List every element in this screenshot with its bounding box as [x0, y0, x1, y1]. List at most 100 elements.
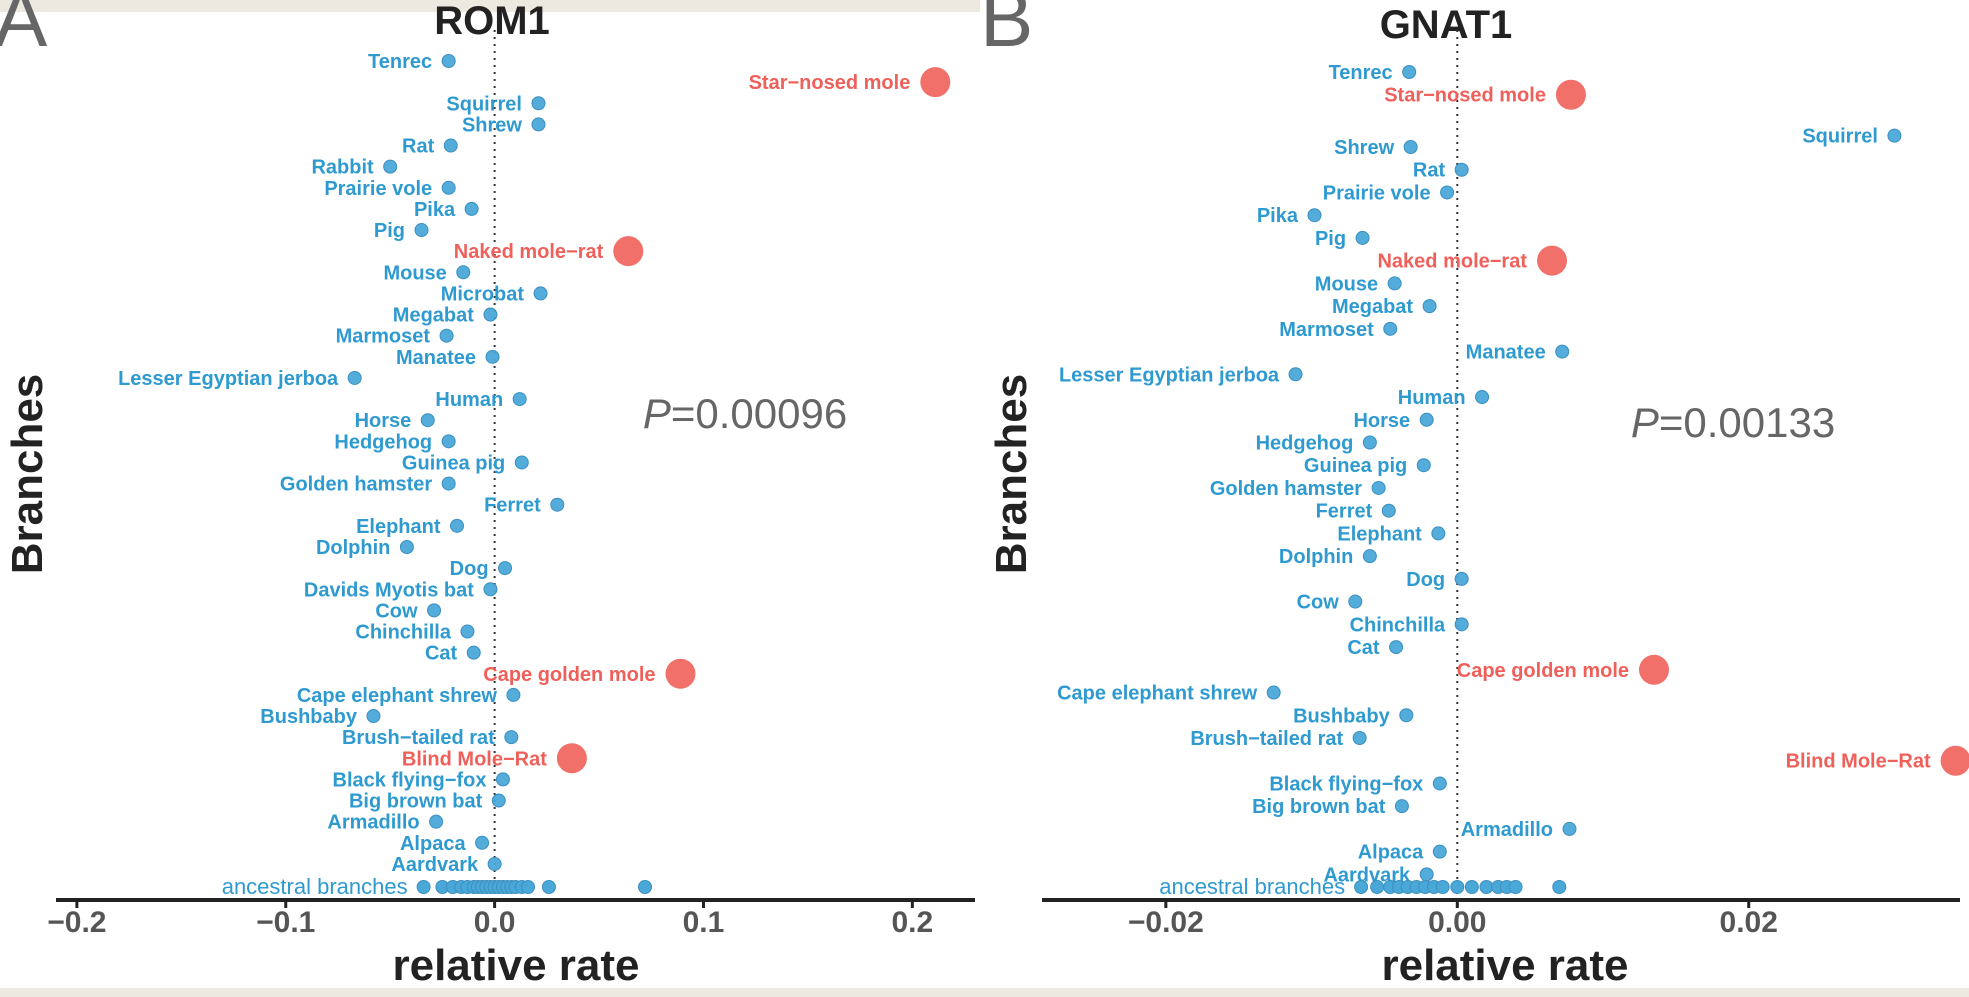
point-label: Elephant — [356, 516, 441, 538]
data-point — [1403, 140, 1418, 155]
data-point — [456, 265, 471, 280]
point-label: Rat — [402, 136, 435, 158]
data-point — [1416, 458, 1431, 473]
data-point — [1537, 245, 1567, 276]
data-point — [531, 117, 546, 132]
data-point — [550, 497, 565, 512]
data-point — [429, 814, 444, 829]
data-point — [1381, 503, 1396, 518]
point-label: Pika — [1257, 205, 1299, 227]
point-label: Dolphin — [1279, 546, 1353, 568]
point-label: Megabat — [393, 305, 474, 327]
point-label: Human — [435, 389, 503, 411]
x-axis-label: relative rate — [1381, 941, 1628, 990]
data-point — [1440, 185, 1455, 200]
data-point — [506, 687, 521, 702]
point-label: Mouse — [1315, 273, 1378, 295]
point-label: Prairie vole — [1323, 182, 1431, 204]
data-point — [366, 709, 381, 724]
data-point — [498, 561, 513, 576]
ancestral-point — [1435, 880, 1450, 894]
point-label: Squirrel — [1802, 126, 1878, 148]
point-label: Chinchilla — [355, 622, 451, 644]
ancestral-point — [541, 880, 556, 894]
ancestral-point — [1552, 880, 1567, 894]
panel-a: A ROM1 −0.2 −0.1 0.0 0.1 0.2 relative rate Branc… — [0, 0, 975, 990]
panel-letter: A — [0, 0, 48, 63]
point-label: Lesser Egyptian jerboa — [118, 368, 339, 390]
point-label: Tenrec — [1329, 62, 1393, 84]
point-label: Black flying−fox — [1269, 773, 1423, 795]
ancestral-point — [1354, 880, 1369, 894]
data-point — [556, 743, 587, 774]
data-point — [504, 730, 519, 745]
data-point — [531, 96, 546, 111]
chart-title: GNAT1 — [1380, 3, 1513, 47]
chart-title: ROM1 — [434, 0, 550, 43]
x-tick-label: −0.02 — [1128, 906, 1204, 939]
panel-b: B GNAT1 −0.02 0.00 0.02 relative rate Branches… — [980, 0, 1969, 990]
ancestral-point — [416, 880, 431, 894]
point-label: Marmoset — [1279, 319, 1374, 341]
point-label: Cat — [1347, 637, 1380, 659]
ancestral-point — [1479, 880, 1494, 894]
data-point — [441, 54, 456, 68]
ancestral-point — [1370, 880, 1385, 894]
point-label: Star−nosed mole — [1384, 85, 1546, 107]
point-label: Guinea pig — [402, 452, 505, 474]
ancestral-label: ancestral branches — [222, 874, 408, 899]
data-point — [464, 201, 479, 216]
ancestral-label: ancestral branches — [1159, 874, 1345, 899]
point-label: Brush−tailed rat — [1190, 728, 1343, 750]
data-point — [1475, 390, 1490, 405]
x-tick-label: −0.1 — [256, 906, 315, 939]
point-label: Human — [1398, 387, 1466, 409]
data-point — [1307, 208, 1322, 223]
top-band — [0, 0, 980, 12]
data-point — [665, 658, 696, 689]
ancestral-point — [1508, 880, 1523, 894]
point-label: Bushbaby — [1293, 705, 1391, 727]
data-point — [383, 159, 398, 174]
data-point — [1383, 321, 1398, 336]
data-point — [1394, 799, 1409, 814]
point-label: Aardvark — [391, 854, 479, 876]
point-label: Megabat — [1332, 296, 1413, 318]
point-label: Black flying−fox — [333, 769, 487, 791]
data-point — [420, 413, 435, 428]
data-point — [1266, 685, 1281, 700]
point-label: Big brown bat — [349, 791, 483, 813]
ancestral-point — [1464, 880, 1479, 894]
point-label: Naked mole−rat — [1377, 251, 1527, 273]
p-value-annotation: P=0.00133 — [1631, 399, 1835, 446]
data-point — [1454, 162, 1469, 177]
point-label: Alpaca — [400, 833, 466, 855]
point-label: Big brown bat — [1252, 796, 1386, 818]
data-point — [347, 370, 362, 385]
point-label: Rabbit — [311, 157, 374, 179]
point-label: Cape golden mole — [483, 664, 655, 686]
data-point — [1562, 821, 1577, 836]
point-label: Blind Mole−Rat — [1786, 751, 1931, 773]
point-label: Davids Myotis bat — [304, 579, 474, 601]
point-label: Alpaca — [1358, 842, 1424, 864]
data-point — [450, 518, 465, 533]
point-label: Dog — [1406, 569, 1445, 591]
data-point — [1348, 594, 1363, 609]
data-point — [1432, 776, 1447, 791]
point-label: Lesser Egyptian jerboa — [1059, 364, 1280, 386]
data-point — [1639, 654, 1669, 685]
data-point — [1288, 367, 1303, 382]
point-label: Cape golden mole — [1457, 660, 1629, 682]
point-label: Cow — [375, 600, 418, 622]
data-point — [1387, 276, 1402, 291]
data-point — [1399, 708, 1414, 723]
data-point — [920, 67, 951, 98]
data-point — [1419, 412, 1434, 427]
data-point — [533, 286, 548, 301]
data-point — [1389, 640, 1404, 655]
x-tick-label: 0.0 — [474, 906, 516, 939]
point-label: Armadillo — [327, 812, 419, 834]
data-point — [512, 392, 527, 407]
